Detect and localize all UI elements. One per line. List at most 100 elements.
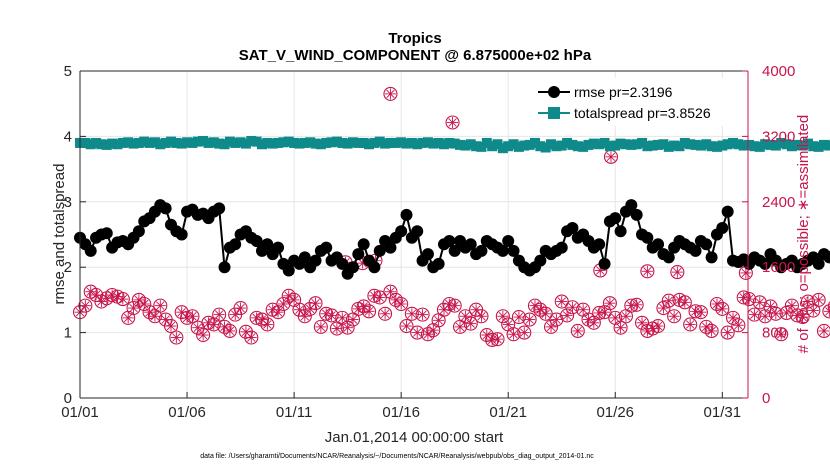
obs-assimilated-marker xyxy=(122,312,134,324)
obs-possible-marker xyxy=(185,309,200,324)
obs-possible-marker xyxy=(458,309,473,324)
y2-tick-label: 3200 xyxy=(762,128,795,145)
asterisk-stroke xyxy=(696,307,706,317)
asterisk-stroke xyxy=(760,312,770,321)
obs-possible-marker xyxy=(816,323,830,339)
asterisk-stroke xyxy=(182,313,192,323)
asterisk-stroke xyxy=(198,330,208,340)
obs-possible-marker xyxy=(517,325,532,340)
asterisk-stroke xyxy=(386,89,395,99)
obs-assimilated-marker xyxy=(620,310,632,322)
totalspread-marker xyxy=(637,137,648,148)
rmse-marker xyxy=(272,241,285,254)
asterisk-stroke xyxy=(493,334,502,344)
obs-assimilated-marker xyxy=(524,314,536,326)
asterisk-stroke xyxy=(669,312,679,321)
obs-possible-marker xyxy=(709,296,725,312)
totalspread-marker xyxy=(610,140,621,151)
asterisk-stroke xyxy=(204,318,213,327)
obs-possible-marker xyxy=(404,306,419,321)
asterisk-stroke xyxy=(594,308,604,318)
asterisk-stroke xyxy=(386,287,395,296)
totalspread-marker xyxy=(187,137,198,148)
obs-possible-marker xyxy=(356,299,371,314)
obs-possible-marker xyxy=(634,315,650,330)
obs-assimilated-marker xyxy=(588,317,600,329)
obs-possible-marker xyxy=(196,328,211,343)
asterisk-stroke xyxy=(364,307,374,316)
y-tick-label: 1 xyxy=(64,325,72,342)
asterisk-stroke xyxy=(589,318,599,327)
asterisk-stroke xyxy=(429,325,438,335)
totalspread-marker xyxy=(262,137,273,148)
obs-assimilated-marker xyxy=(502,318,514,330)
obs-possible-marker xyxy=(308,296,323,311)
obs-assimilated-marker xyxy=(743,293,755,305)
totalspread-marker xyxy=(347,137,358,148)
obs-possible-marker xyxy=(811,292,826,307)
obs-possible-marker xyxy=(436,302,452,317)
obs-possible-marker xyxy=(768,306,783,321)
obs-assimilated-marker xyxy=(566,301,578,313)
rmse-marker xyxy=(721,205,734,218)
totalspread-marker xyxy=(96,139,107,150)
totalspread-marker xyxy=(182,137,193,148)
rmse-marker xyxy=(641,231,654,244)
legend-spread-marker xyxy=(548,107,560,119)
asterisk-stroke xyxy=(241,327,251,336)
totalspread-marker xyxy=(80,137,91,148)
asterisk-stroke xyxy=(728,313,738,323)
obs-assimilated-marker xyxy=(433,314,445,326)
asterisk-stroke xyxy=(718,304,727,314)
asterisk-stroke xyxy=(311,298,320,308)
asterisk-stroke xyxy=(776,330,786,339)
asterisk-stroke xyxy=(750,310,759,319)
obs-assimilated-marker xyxy=(449,300,461,312)
obs-possible-marker xyxy=(640,264,655,279)
obs-assimilated-marker xyxy=(823,305,830,317)
rmse-marker xyxy=(534,254,547,267)
obs-possible-marker xyxy=(445,115,460,130)
obs-assimilated-marker xyxy=(197,329,209,341)
rmse-marker xyxy=(100,227,113,240)
legend-box xyxy=(532,78,738,126)
rmse-marker xyxy=(309,254,322,267)
asterisk-stroke xyxy=(514,312,524,322)
obs-assimilated-marker xyxy=(447,117,459,129)
x-ticks: 01/01 01/06 01/11 01/16 01/21 01/26 01/31 xyxy=(61,392,741,421)
rmse-marker xyxy=(614,225,627,238)
totalspread-marker xyxy=(208,137,219,148)
asterisk-stroke xyxy=(316,322,326,332)
obs-possible-marker xyxy=(725,310,741,325)
totalspread-marker xyxy=(674,141,685,152)
obs-assimilated-marker xyxy=(754,296,766,308)
obs-possible-marker xyxy=(137,296,152,312)
asterisk-stroke xyxy=(166,321,176,331)
totalspread-marker xyxy=(374,136,385,147)
totalspread-marker xyxy=(107,138,118,149)
totalspread-marker xyxy=(240,138,251,149)
asterisk-stroke xyxy=(231,310,240,319)
y2-tick-label: 1600 xyxy=(762,259,795,276)
totalspread-marker xyxy=(460,140,471,151)
rmse-marker xyxy=(555,241,568,254)
rmse-marker xyxy=(652,238,665,251)
asterisk-stroke xyxy=(477,312,486,321)
totalspread-marker xyxy=(701,139,712,150)
totalspread-marker xyxy=(364,139,375,150)
asterisk-stroke xyxy=(541,309,550,319)
obs-possible-marker xyxy=(827,301,830,312)
totalspread-marker xyxy=(267,138,278,149)
rmse-marker xyxy=(282,264,295,277)
obs-assimilated-marker xyxy=(181,312,193,324)
totalspread-marker xyxy=(583,139,594,150)
obs-assimilated-marker xyxy=(117,293,129,305)
totalspread-marker xyxy=(444,137,455,148)
asterisk-stroke xyxy=(814,295,823,305)
rmse-marker xyxy=(448,244,461,257)
obs-assimilated-marker xyxy=(738,291,750,303)
obs-possible-marker xyxy=(533,302,548,317)
asterisk-stroke xyxy=(257,315,267,324)
totalspread-marker xyxy=(214,138,225,149)
obs-assimilated-marker xyxy=(550,314,562,326)
